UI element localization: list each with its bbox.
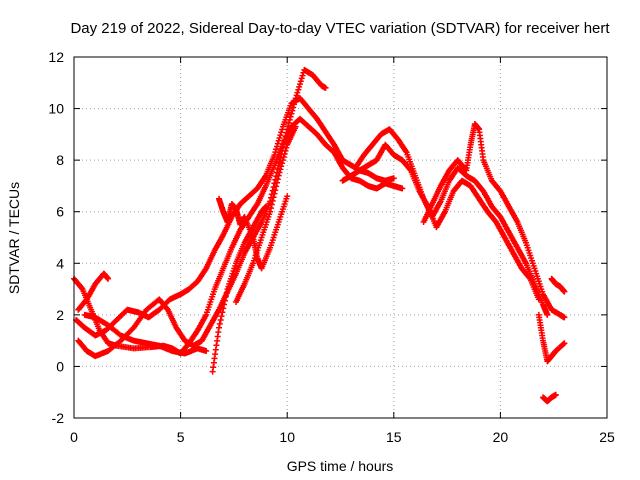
x-tick-label: 15	[386, 429, 402, 445]
x-tick-label: 10	[279, 429, 295, 445]
data-point-markers	[540, 391, 559, 405]
x-axis-label: GPS time / hours	[287, 458, 394, 474]
x-tick-label: 5	[177, 429, 185, 445]
satellite-track-4	[75, 270, 112, 313]
y-tick-label: 2	[56, 307, 64, 323]
y-tick-label: 0	[56, 358, 64, 374]
data-points	[71, 66, 568, 405]
plot-frame	[73, 56, 608, 419]
grid	[74, 57, 607, 418]
x-tick-label: 0	[70, 429, 78, 445]
data-point-markers	[233, 123, 299, 305]
y-tick-label: 6	[56, 204, 64, 220]
satellite-track-11	[420, 121, 568, 321]
y-tick-label: 12	[48, 49, 64, 65]
data-point-markers	[420, 121, 568, 321]
data-point-markers	[339, 141, 542, 303]
y-axis-label: SDTVAR / TECUs	[6, 182, 22, 294]
data-point-markers	[535, 311, 568, 365]
satellite-track-5	[81, 311, 210, 357]
chart-title: Day 219 of 2022, Sidereal Day-to-day VTE…	[70, 20, 610, 37]
satellite-track-10	[339, 141, 542, 303]
data-point-markers	[75, 270, 112, 313]
axis-ticks: 0 5 10 15 20 25 -2 0 2 4 6 8 10 12	[48, 49, 615, 445]
satellite-track-8	[233, 123, 299, 305]
y-tick-label: 8	[56, 152, 64, 168]
x-tick-label: 25	[599, 429, 615, 445]
y-tick-label: 4	[56, 255, 64, 271]
satellite-track-12	[535, 311, 568, 365]
x-tick-label: 20	[493, 429, 509, 445]
data-point-markers	[81, 311, 210, 357]
satellite-track-14	[548, 275, 568, 295]
data-point-markers	[71, 115, 406, 357]
data-point-markers	[548, 275, 568, 295]
y-tick-label: -2	[52, 410, 65, 426]
satellite-track-1	[71, 115, 406, 357]
y-tick-label: 10	[48, 101, 64, 117]
satellite-track-13	[540, 391, 559, 405]
